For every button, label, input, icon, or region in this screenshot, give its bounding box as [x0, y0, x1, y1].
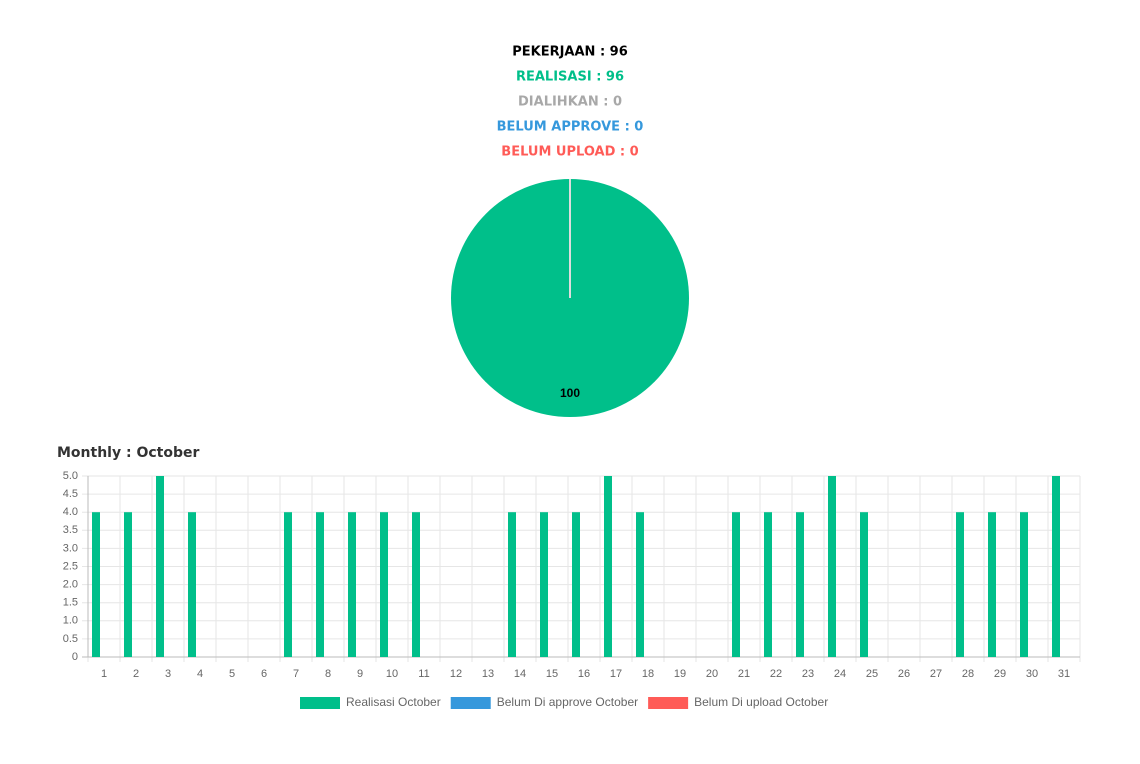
bar: [1020, 512, 1028, 657]
x-tick-label: 2: [133, 668, 139, 680]
stat-line: BELUM UPLOAD : 0: [501, 145, 638, 160]
x-tick-label: 23: [802, 668, 814, 680]
x-tick-label: 1: [101, 668, 107, 680]
x-tick-label: 27: [930, 668, 942, 680]
bar: [508, 512, 516, 657]
bar: [828, 476, 836, 657]
x-tick-label: 29: [994, 668, 1006, 680]
x-tick-label: 20: [706, 668, 718, 680]
x-tick-label: 21: [738, 668, 750, 680]
bar: [540, 512, 548, 657]
y-tick-label: 0.5: [63, 633, 78, 645]
x-tick-label: 11: [418, 668, 429, 680]
legend-swatch[interactable]: [450, 697, 491, 709]
y-tick-label: 1.5: [63, 597, 78, 609]
y-tick-label: 3.0: [63, 542, 78, 554]
x-tick-label: 13: [482, 668, 494, 680]
bar: [796, 512, 804, 657]
legend-swatch[interactable]: [648, 697, 689, 709]
bar: [636, 512, 644, 657]
y-tick-label: 2.5: [63, 560, 78, 572]
x-tick-label: 15: [546, 668, 558, 680]
x-tick-label: 31: [1058, 668, 1070, 680]
bar: [348, 512, 356, 657]
x-tick-label: 24: [834, 668, 846, 680]
x-tick-label: 28: [962, 668, 974, 680]
x-tick-label: 7: [293, 668, 299, 680]
bar: [316, 512, 324, 657]
x-tick-label: 25: [866, 668, 878, 680]
x-tick-label: 6: [261, 668, 267, 680]
x-tick-label: 17: [610, 668, 622, 680]
bar: [860, 512, 868, 657]
y-tick-label: 5.0: [63, 470, 78, 482]
pie-label: 100: [560, 386, 580, 400]
bar: [988, 512, 996, 657]
bar: [572, 512, 580, 657]
y-tick-label: 3.5: [63, 524, 78, 536]
legend-swatch[interactable]: [300, 697, 340, 709]
y-tick-label: 4.0: [63, 506, 78, 518]
x-tick-label: 5: [229, 668, 235, 680]
y-tick-label: 1.0: [63, 615, 78, 627]
y-tick-label: 4.5: [63, 488, 78, 500]
x-tick-label: 9: [357, 668, 363, 680]
bar: [156, 476, 164, 657]
bar: [412, 512, 420, 657]
bar: [380, 512, 388, 657]
stat-line: PEKERJAAN : 96: [512, 45, 628, 60]
x-tick-label: 26: [898, 668, 910, 680]
legend-label[interactable]: Belum Di upload October: [694, 695, 828, 709]
x-tick-label: 22: [770, 668, 782, 680]
y-tick-label: 2.0: [63, 579, 78, 591]
bar: [284, 512, 292, 657]
x-tick-label: 3: [165, 668, 171, 680]
stat-line: DIALIHKAN : 0: [518, 95, 622, 110]
x-tick-label: 19: [674, 668, 686, 680]
bar: [92, 512, 100, 657]
bar-title: Monthly : October: [57, 445, 199, 461]
x-tick-label: 4: [197, 668, 203, 680]
x-tick-label: 14: [514, 668, 526, 680]
bar: [732, 512, 740, 657]
legend-label[interactable]: Realisasi October: [346, 695, 441, 709]
bar: [188, 512, 196, 657]
y-tick-label: 0: [72, 651, 78, 663]
x-tick-label: 10: [386, 668, 398, 680]
bar: [1052, 476, 1060, 657]
legend-label[interactable]: Belum Di approve October: [497, 695, 638, 709]
bar: [604, 476, 612, 657]
x-tick-label: 8: [325, 668, 331, 680]
x-tick-label: 30: [1026, 668, 1038, 680]
x-tick-label: 12: [450, 668, 462, 680]
bar: [956, 512, 964, 657]
stat-line: BELUM APPROVE : 0: [497, 120, 644, 135]
stat-line: REALISASI : 96: [516, 70, 624, 85]
x-tick-label: 16: [578, 668, 590, 680]
x-tick-label: 18: [642, 668, 654, 680]
bar: [764, 512, 772, 657]
bar: [124, 512, 132, 657]
